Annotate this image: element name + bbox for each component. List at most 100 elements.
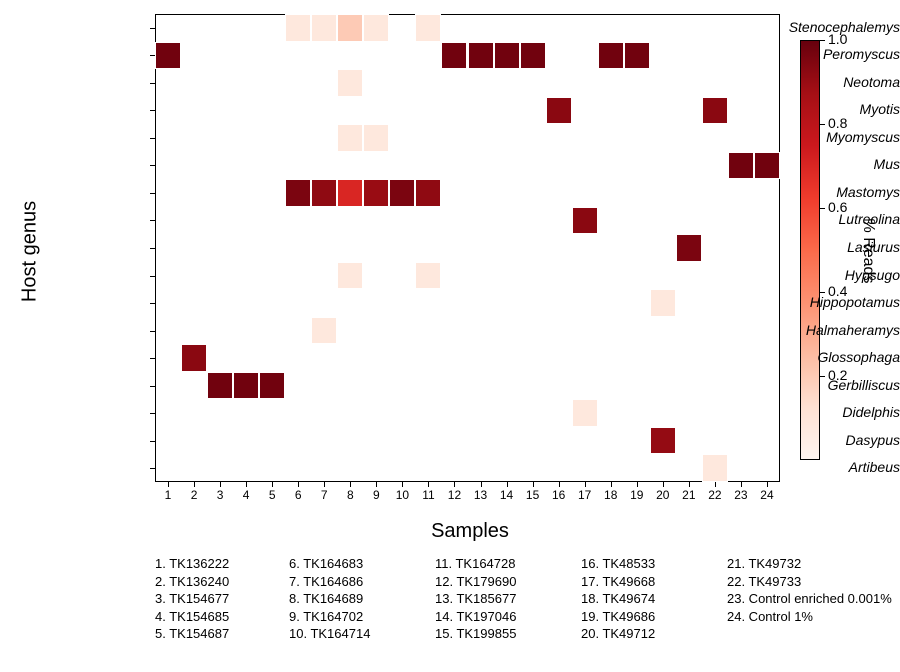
legend-item: 22. TK49733 (727, 573, 892, 591)
x-tick-label: 18 (599, 488, 623, 502)
x-tick (376, 482, 377, 487)
y-tick-label: Glossophaga (757, 349, 900, 365)
legend-item: 5. TK154687 (155, 625, 229, 643)
y-tick-label: Artibeus (757, 459, 900, 475)
heatmap-cell (468, 42, 494, 70)
y-tick (150, 165, 155, 166)
x-tick (533, 482, 534, 487)
colorbar-tick-label: 1.0 (828, 31, 847, 47)
y-tick (150, 358, 155, 359)
legend-item: 23. Control enriched 0.001% (727, 590, 892, 608)
heatmap-cell (181, 344, 207, 372)
y-tick-label: Peromyscus (757, 46, 900, 62)
x-tick (767, 482, 768, 487)
y-tick-label: Neotoma (757, 74, 900, 90)
x-tick (741, 482, 742, 487)
heatmap-cell (702, 97, 728, 125)
y-tick (150, 331, 155, 332)
x-tick-label: 24 (755, 488, 779, 502)
heatmap-cell (572, 399, 598, 427)
legend-column: 16. TK4853317. TK4966818. TK4967419. TK4… (581, 555, 655, 643)
x-tick (454, 482, 455, 487)
heatmap-cell (233, 372, 259, 400)
x-tick (168, 482, 169, 487)
legend-item: 4. TK154685 (155, 608, 229, 626)
legend-item: 3. TK154677 (155, 590, 229, 608)
heatmap-cell (337, 69, 363, 97)
x-tick (689, 482, 690, 487)
heatmap-cell (285, 179, 311, 207)
x-tick-label: 14 (495, 488, 519, 502)
x-tick-label: 9 (364, 488, 388, 502)
x-tick-label: 6 (286, 488, 310, 502)
x-tick-label: 3 (208, 488, 232, 502)
colorbar-tick-label: 0.6 (828, 199, 847, 215)
y-tick (150, 303, 155, 304)
legend-item: 15. TK199855 (435, 625, 516, 643)
legend-item: 2. TK136240 (155, 573, 229, 591)
x-tick (246, 482, 247, 487)
x-tick (611, 482, 612, 487)
x-tick-label: 15 (521, 488, 545, 502)
x-tick-label: 7 (312, 488, 336, 502)
heatmap-cell (676, 234, 702, 262)
heatmap-cell (546, 97, 572, 125)
heatmap-cell (572, 207, 598, 235)
heatmap-cell (155, 42, 181, 70)
legend-item: 18. TK49674 (581, 590, 655, 608)
heatmap-cell (207, 372, 233, 400)
legend-column: 1. TK1362222. TK1362403. TK1546774. TK15… (155, 555, 229, 643)
legend-column: 6. TK1646837. TK1646868. TK1646899. TK16… (289, 555, 370, 643)
x-tick (220, 482, 221, 487)
x-axis-title: Samples (370, 520, 570, 543)
heatmap-cell (363, 179, 389, 207)
heatmap-cell (311, 179, 337, 207)
y-tick-label: Hypsugo (757, 267, 900, 283)
x-tick (428, 482, 429, 487)
legend-item: 7. TK164686 (289, 573, 370, 591)
y-tick-label: Mastomys (757, 184, 900, 200)
x-tick (194, 482, 195, 487)
x-tick (298, 482, 299, 487)
legend-item: 20. TK49712 (581, 625, 655, 643)
legend-item: 19. TK49686 (581, 608, 655, 626)
colorbar-tick (820, 376, 825, 377)
heatmap-cell (598, 42, 624, 70)
x-tick-label: 16 (547, 488, 571, 502)
legend-item: 8. TK164689 (289, 590, 370, 608)
heatmap-cell (415, 14, 441, 42)
x-tick-label: 20 (651, 488, 675, 502)
colorbar-tick-label: 0.8 (828, 115, 847, 131)
x-tick-label: 13 (469, 488, 493, 502)
heatmap-cell (311, 317, 337, 345)
y-tick-label: Myomyscus (757, 129, 900, 145)
legend-column: 11. TK16472812. TK17969013. TK18567714. … (435, 555, 516, 643)
x-tick (402, 482, 403, 487)
legend-item: 13. TK185677 (435, 590, 516, 608)
y-tick (150, 110, 155, 111)
colorbar-tick (820, 40, 825, 41)
legend-item: 14. TK197046 (435, 608, 516, 626)
y-tick (150, 276, 155, 277)
x-tick (663, 482, 664, 487)
colorbar-tick (820, 124, 825, 125)
heatmap-cell (624, 42, 650, 70)
x-tick (507, 482, 508, 487)
x-tick (324, 482, 325, 487)
heatmap-cell (494, 42, 520, 70)
x-tick (559, 482, 560, 487)
x-tick-label: 21 (677, 488, 701, 502)
legend-item: 1. TK136222 (155, 555, 229, 573)
y-tick (150, 386, 155, 387)
x-tick-label: 11 (416, 488, 440, 502)
x-tick-label: 10 (390, 488, 414, 502)
x-tick-label: 5 (260, 488, 284, 502)
legend-item: 17. TK49668 (581, 573, 655, 591)
heatmap-cell (259, 372, 285, 400)
y-tick-label: Didelphis (757, 404, 900, 420)
y-tick (150, 413, 155, 414)
y-tick (150, 28, 155, 29)
heatmap-cell (285, 14, 311, 42)
heatmap-cell (702, 454, 728, 482)
heatmap-cell (415, 179, 441, 207)
